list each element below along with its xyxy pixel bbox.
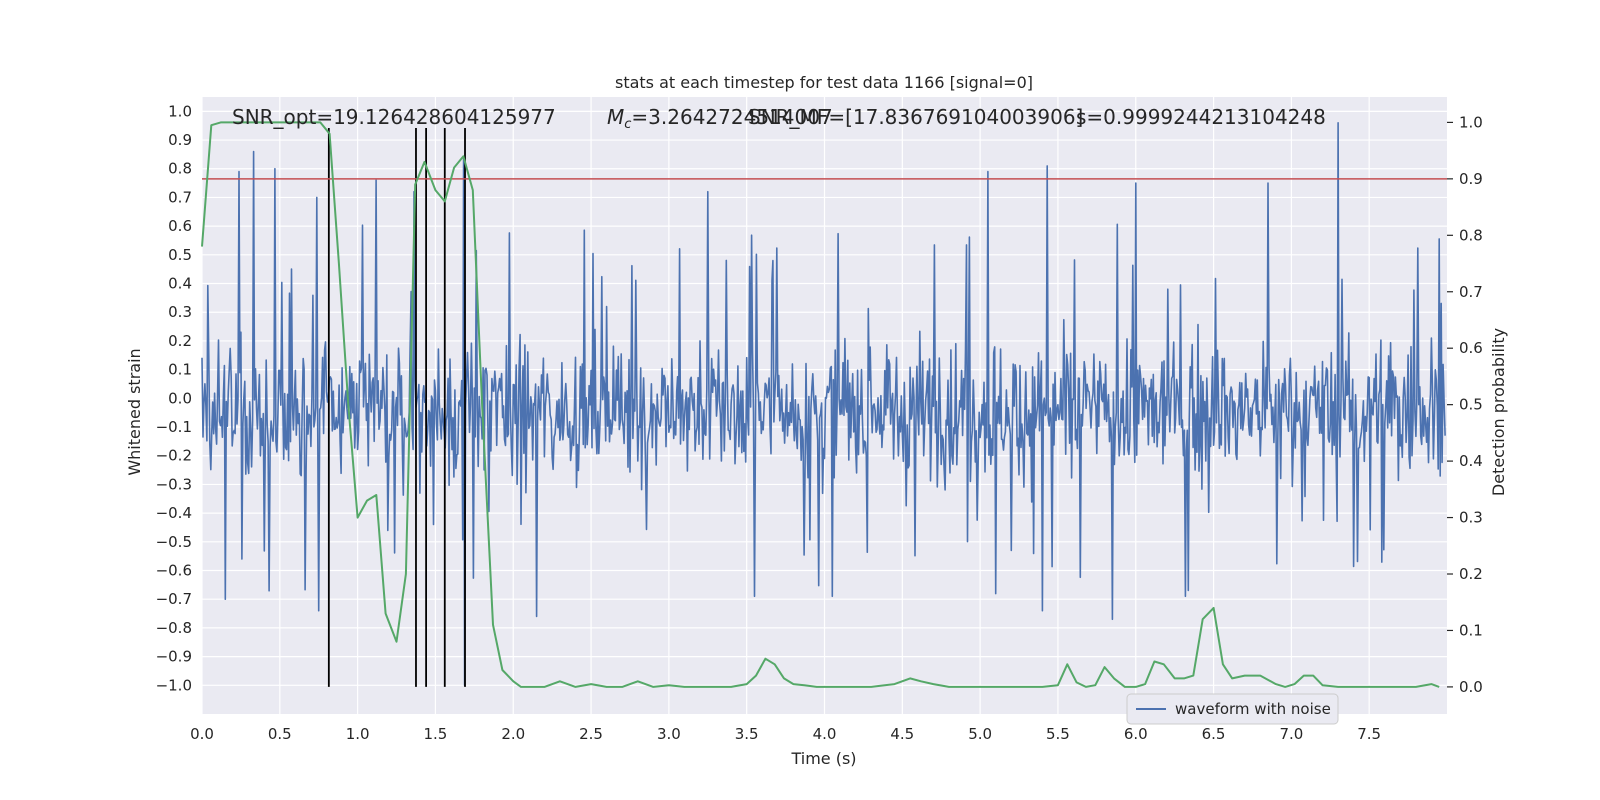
y-tick-label: 0.5 — [168, 246, 192, 264]
detection-probability-series — [201, 121, 1440, 688]
detection-probability-line — [201, 121, 1440, 688]
event-markers — [327, 128, 466, 687]
y-tick-label: 0.1 — [168, 361, 192, 379]
x-tick-label: 5.0 — [968, 725, 992, 743]
y-tick-label: −0.3 — [156, 475, 192, 493]
x-axis-label: Time (s) — [790, 749, 856, 768]
y-tick-label: 0.4 — [168, 275, 192, 293]
y2-axis-label: Detection probability — [1489, 328, 1508, 496]
x-tick-label: 7.0 — [1279, 725, 1303, 743]
y-tick-label: 0.3 — [168, 303, 192, 321]
y2-tick-label: 1.0 — [1459, 113, 1483, 131]
legend: waveform with noise — [1126, 693, 1339, 725]
y2-tick-label: 0.9 — [1459, 170, 1483, 188]
x-tick-label: 0.0 — [190, 725, 214, 743]
y-tick-label: −0.7 — [156, 590, 192, 608]
x-tick-label: 5.5 — [1046, 725, 1070, 743]
x-tick-label: 4.5 — [890, 725, 914, 743]
y-axis-label: Whitened strain — [125, 348, 144, 475]
x-tick-label: 2.0 — [501, 725, 525, 743]
y2-tick-label: 0.3 — [1459, 509, 1483, 527]
y-tick-label: −0.4 — [156, 504, 192, 522]
legend-frame — [1126, 693, 1339, 725]
x-tick-label: 1.5 — [424, 725, 448, 743]
y-tick-label: 0.8 — [168, 160, 192, 178]
x-tick-label: 6.0 — [1124, 725, 1148, 743]
x-tick-label: 7.5 — [1357, 725, 1381, 743]
y2-tick-label: 0.5 — [1459, 396, 1483, 414]
x-tick-label: 1.0 — [346, 725, 370, 743]
y-tick-label: 0.0 — [168, 389, 192, 407]
x-tick-label: 3.0 — [657, 725, 681, 743]
y2-tick-label: 0.0 — [1459, 678, 1483, 696]
annotation-snr-mf: SNR_MF=[17.836769104003906] — [748, 105, 1083, 129]
annotation-s: s=0.9999244213104248 — [1076, 105, 1326, 129]
chart-title: stats at each timestep for test data 116… — [615, 73, 1033, 92]
x-ticks: 0.0 0.5 1.0 1.5 2.0 2.5 3.0 3.5 4.0 4.5 5.0 5.5 6.0 6… — [190, 725, 1381, 743]
annotation-snr-opt: SNR_opt=19.126428604125977 — [232, 105, 556, 129]
y-tick-label: 1.0 — [168, 102, 192, 120]
y-tick-label: −1.0 — [156, 676, 192, 694]
y2-tick-label: 0.2 — [1459, 565, 1483, 583]
y-ticks-right: 1.0 0.9 0.8 0.7 0.6 0.5 0.4 0.3 0.2 0.1 0.0 — [1447, 113, 1483, 696]
y2-tick-label: 0.6 — [1459, 339, 1483, 357]
y-tick-label: −0.1 — [156, 418, 192, 436]
x-tick-label: 3.5 — [735, 725, 759, 743]
y2-tick-label: 0.7 — [1459, 283, 1483, 301]
y-tick-label: 0.6 — [168, 217, 192, 235]
legend-label-waveform: waveform with noise — [1175, 700, 1331, 718]
x-tick-label: 0.5 — [268, 725, 292, 743]
x-tick-label: 4.0 — [813, 725, 837, 743]
annotation-mc: Mc=3.2642724514007 — [607, 105, 833, 132]
x-tick-label: 6.5 — [1202, 725, 1226, 743]
mc-subscript: c — [624, 117, 631, 132]
y-ticks-left: 1.0 0.9 0.8 0.7 0.6 0.5 0.4 0.3 0.2 0.1 0.0 −0.1 −0.… — [156, 102, 192, 694]
y-tick-label: −0.5 — [156, 533, 192, 551]
y-tick-label: 0.2 — [168, 332, 192, 350]
x-tick-label: 2.5 — [579, 725, 603, 743]
y2-tick-label: 0.4 — [1459, 452, 1483, 470]
y2-tick-label: 0.1 — [1459, 621, 1483, 639]
y-tick-label: −0.6 — [156, 562, 192, 580]
y2-tick-label: 0.8 — [1459, 226, 1483, 244]
y-tick-label: −0.8 — [156, 619, 192, 637]
y-tick-label: −0.2 — [156, 447, 192, 465]
mc-symbol: M — [607, 105, 624, 129]
y-tick-label: −0.9 — [156, 648, 192, 666]
y-tick-label: 0.7 — [168, 188, 192, 206]
y-tick-label: 0.9 — [168, 131, 192, 149]
mc-value: =3.2642724514007 — [631, 105, 832, 129]
